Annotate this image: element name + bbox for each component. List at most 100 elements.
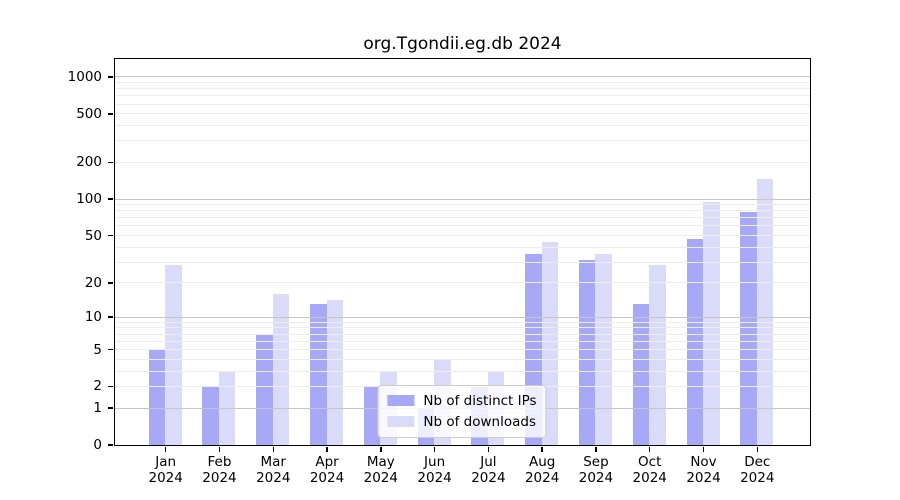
gridline-600 xyxy=(114,103,810,105)
legend-swatch-distinct-ips xyxy=(387,395,415,406)
gridline-100 xyxy=(114,198,810,200)
bar-downloads-nov xyxy=(703,202,720,445)
x-tick-label-nov: Nov 2024 xyxy=(674,454,734,486)
x-label-month: Jul xyxy=(480,454,497,470)
y-tick-1 xyxy=(108,407,113,409)
legend-swatch-downloads xyxy=(387,416,415,427)
gridline-300 xyxy=(114,140,810,142)
gridline-50 xyxy=(114,235,810,237)
x-label-month: Aug xyxy=(528,454,556,470)
x-tick-label-oct: Oct 2024 xyxy=(620,454,680,486)
gridline-70 xyxy=(114,217,810,219)
x-tick-may xyxy=(380,446,382,452)
gridline-9 xyxy=(114,321,810,323)
bar-distinct-ips-apr xyxy=(310,303,327,445)
gridline-800 xyxy=(114,88,810,90)
x-label-month: May xyxy=(366,454,395,470)
y-tick-label-500: 500 xyxy=(76,105,102,122)
gridline-8 xyxy=(114,327,810,329)
x-tick-sep xyxy=(595,446,597,452)
x-tick-jul xyxy=(487,446,490,452)
y-tick-5 xyxy=(108,348,113,351)
gridline-1000 xyxy=(114,76,810,78)
gridline-4 xyxy=(114,358,810,360)
x-label-year: 2024 xyxy=(471,470,506,486)
gridline-40 xyxy=(114,246,810,248)
x-tick-label-dec: Dec 2024 xyxy=(727,454,787,486)
x-tick-jan xyxy=(164,446,167,452)
y-tick-label-5: 5 xyxy=(93,341,102,358)
gridline-700 xyxy=(114,95,810,97)
gridline-900 xyxy=(114,82,810,84)
gridline-10 xyxy=(114,316,810,318)
gridline-200 xyxy=(114,161,810,163)
bar-downloads-jan xyxy=(165,265,182,445)
y-tick-label-0: 0 xyxy=(93,437,102,453)
x-label-month: Feb xyxy=(207,454,232,470)
chart-title: org.Tgondii.eg.db 2024 xyxy=(363,34,562,54)
x-tick-dec xyxy=(756,446,759,452)
x-tick-label-apr: Apr 2024 xyxy=(297,454,357,486)
x-tick-mar xyxy=(272,446,274,452)
x-tick-feb xyxy=(218,446,221,452)
x-label-month: Sep xyxy=(583,454,609,470)
x-label-year: 2024 xyxy=(524,470,560,486)
x-tick-label-may: May 2024 xyxy=(351,454,411,486)
y-tick-10 xyxy=(108,316,113,318)
x-tick-jun xyxy=(433,446,436,452)
x-label-year: 2024 xyxy=(256,470,291,486)
y-tick-2 xyxy=(108,385,113,388)
bar-downloads-mar xyxy=(272,293,290,445)
x-label-month: Dec xyxy=(744,454,771,470)
y-tick-label-10: 10 xyxy=(84,309,102,326)
x-label-year: 2024 xyxy=(632,470,667,486)
y-tick-200 xyxy=(108,161,113,164)
bar-distinct-ips-nov xyxy=(686,239,703,445)
x-tick-nov xyxy=(702,446,705,452)
x-label-month: Oct xyxy=(638,454,662,470)
x-tick-label-mar: Mar 2024 xyxy=(243,454,303,486)
y-tick-50 xyxy=(108,234,113,237)
x-tick-label-jan: Jan 2024 xyxy=(136,454,196,486)
y-tick-label-50: 50 xyxy=(84,227,102,244)
gridline-7 xyxy=(114,333,810,335)
x-label-month: Apr xyxy=(315,454,339,470)
x-label-year: 2024 xyxy=(363,470,398,486)
gridline-500 xyxy=(114,113,810,115)
plot-area: Nb of distinct IPs Nb of downloads xyxy=(113,57,811,446)
x-label-month: Jan xyxy=(155,454,177,470)
x-tick-apr xyxy=(326,446,328,452)
y-tick-label-2: 2 xyxy=(93,378,102,395)
x-label-year: 2024 xyxy=(578,470,614,486)
x-tick-aug xyxy=(541,446,543,452)
x-tick-label-jun: Jun 2024 xyxy=(405,454,465,486)
x-label-month: Nov xyxy=(690,454,717,470)
x-tick-label-jul: Jul 2024 xyxy=(458,454,518,486)
y-tick-label-100: 100 xyxy=(76,191,102,208)
y-tick-0 xyxy=(108,444,113,446)
y-tick-500 xyxy=(108,113,113,115)
bar-distinct-ips-sep xyxy=(578,259,596,445)
x-label-year: 2024 xyxy=(740,470,775,486)
bar-downloads-dec xyxy=(756,178,774,445)
x-tick-label-feb: Feb 2024 xyxy=(189,454,249,486)
bar-distinct-ips-oct xyxy=(632,303,650,445)
bar-distinct-ips-mar xyxy=(256,333,273,445)
y-tick-label-1000: 1000 xyxy=(67,68,102,85)
legend-item-downloads: Nb of downloads xyxy=(387,414,536,430)
x-tick-label-sep: Sep 2024 xyxy=(566,454,626,486)
x-label-year: 2024 xyxy=(148,470,183,486)
gridline-30 xyxy=(114,261,810,263)
x-label-month: Jun xyxy=(424,454,446,470)
x-label-month: Mar xyxy=(260,454,286,470)
gridline-80 xyxy=(114,210,810,212)
y-tick-1000 xyxy=(108,76,113,78)
x-label-year: 2024 xyxy=(202,470,237,486)
y-tick-label-200: 200 xyxy=(76,154,102,171)
y-tick-label-20: 20 xyxy=(84,274,102,291)
gridline-90 xyxy=(114,204,810,206)
bar-distinct-ips-jan xyxy=(148,349,166,445)
legend-label-downloads: Nb of downloads xyxy=(423,413,536,430)
gridline-6 xyxy=(114,340,810,342)
